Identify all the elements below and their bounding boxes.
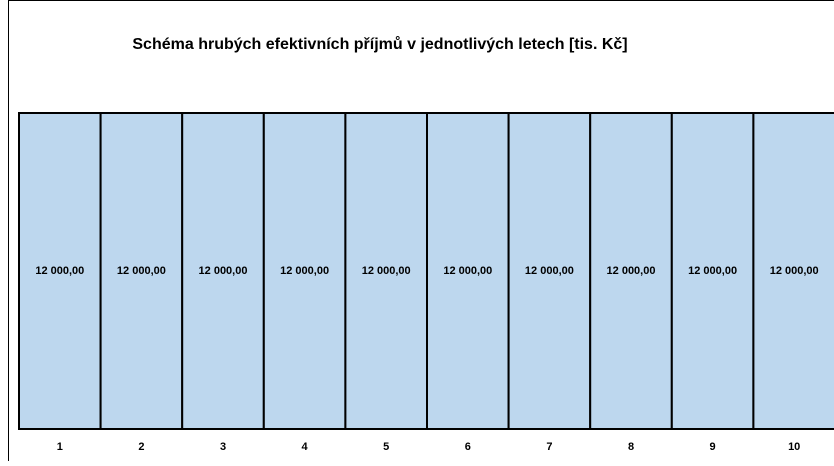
value-label: 12 000,00 (280, 265, 329, 277)
value-label: 12 000,00 (117, 265, 166, 277)
value-label: 12 000,00 (362, 265, 411, 277)
x-tick-label: 2 (138, 441, 144, 453)
value-label: 12 000,00 (35, 265, 84, 277)
value-label: 12 000,00 (199, 265, 248, 277)
chart-title: Schéma hrubých efektivních příjmů v jedn… (132, 36, 627, 53)
x-tick-label: 8 (628, 441, 634, 453)
value-label: 12 000,00 (688, 265, 737, 277)
value-label: 12 000,00 (607, 265, 656, 277)
x-tick-label: 6 (465, 441, 471, 453)
x-tick-label: 7 (546, 441, 552, 453)
x-tick-label: 1 (57, 441, 63, 453)
x-tick-label: 3 (220, 441, 226, 453)
value-label: 12 000,00 (443, 265, 492, 277)
x-tick-label: 5 (383, 441, 389, 453)
x-tick-label: 10 (788, 441, 800, 453)
value-label: 12 000,00 (525, 265, 574, 277)
x-tick-label: 9 (710, 441, 716, 453)
x-tick-label: 4 (302, 441, 309, 453)
value-label: 12 000,00 (770, 265, 819, 277)
